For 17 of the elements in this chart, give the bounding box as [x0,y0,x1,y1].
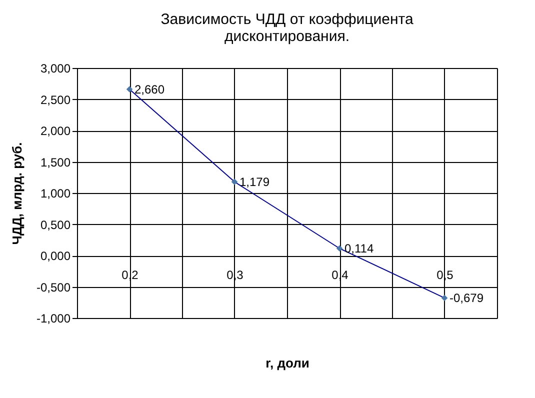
text: дисконтирования. [224,28,350,45]
y-tick-label: 1,500 [40,155,71,170]
x-axis-title: r, доли [266,356,310,370]
data-label: 1,179 [240,174,270,189]
y-tick-label: -1,000 [36,312,71,326]
y-tick-label: 2,000 [40,124,71,138]
y-tick-label: 2,500 [40,92,71,107]
text: Зависимость ЧДД от коэффициента [160,11,414,28]
y-tick-label: 3,000 [40,62,71,76]
y-tick-label: 0,000 [40,249,71,263]
y-tick-label: 0,500 [40,218,71,232]
data-label: 2,660 [134,82,165,96]
data-label: -0,679 [450,290,484,305]
y-tick-label: 1,000 [40,186,71,200]
y-axis-title: ЧДД, млрд. руб. [9,142,24,245]
y-tick-label: -0,500 [36,280,71,294]
data-label: 0,114 [344,241,374,256]
